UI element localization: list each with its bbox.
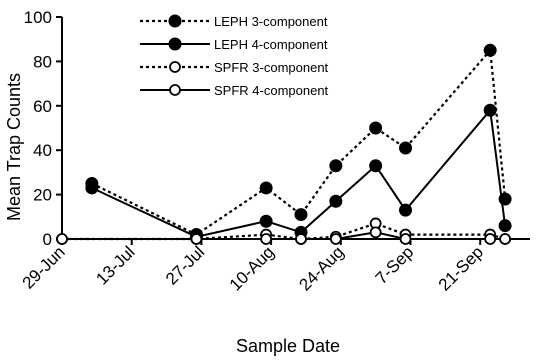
data-point [483, 103, 497, 117]
data-point [369, 121, 383, 135]
legend-marker [169, 84, 181, 96]
x-tick-label: 29-Jun [19, 242, 69, 292]
data-point [399, 203, 413, 217]
chart-legend: LEPH 3-component LEPH 4-component SPFR 3-c… [140, 14, 329, 98]
legend-item-1: LEPH 3-component [140, 14, 328, 29]
y-tick-label: 20 [33, 186, 52, 205]
data-point [190, 233, 203, 245]
data-point [260, 233, 273, 245]
y-axis-title: Mean Trap Counts [4, 73, 24, 221]
series-2 [85, 103, 512, 244]
y-tick-label: 100 [24, 8, 52, 27]
x-tick-label: 24-Aug [295, 242, 347, 294]
legend-marker [168, 37, 182, 51]
legend-label: SPFR 3-component [214, 60, 329, 75]
series-line [62, 222, 506, 241]
data-point [499, 233, 512, 245]
data-point [329, 233, 342, 245]
x-tick-label: 27-Jul [162, 242, 208, 288]
series-4 [56, 226, 512, 245]
x-tick-label: 21-Sep [435, 242, 487, 294]
data-point [369, 226, 382, 239]
data-point [498, 219, 512, 233]
legend-item-4: SPFR 4-component [140, 83, 329, 98]
legend-label: LEPH 3-component [214, 14, 328, 29]
data-point [295, 233, 307, 245]
data-point [259, 214, 273, 228]
data-point [259, 181, 273, 195]
data-point [399, 141, 413, 155]
legend-item-3: SPFR 3-component [140, 60, 329, 75]
legend-marker [168, 14, 182, 28]
x-axis-title: Sample Date [236, 336, 340, 356]
data-point [329, 194, 343, 208]
x-tick-label: 7-Sep [372, 242, 418, 288]
y-tick-label: 40 [33, 141, 52, 160]
data-point [483, 43, 497, 57]
y-tick-label: 80 [33, 52, 52, 71]
x-tick-label: 13-Jul [92, 242, 138, 288]
data-point [85, 181, 99, 195]
data-point [294, 208, 308, 222]
data-point [329, 159, 343, 173]
series-3 [56, 217, 512, 245]
x-tick-label: 10-Aug [226, 242, 278, 294]
data-point [369, 159, 383, 173]
legend-marker [169, 61, 181, 73]
legend-label: LEPH 4-component [214, 37, 328, 52]
y-tick-label: 0 [43, 230, 52, 249]
data-point [484, 233, 497, 245]
data-point [56, 233, 68, 245]
legend-item-2: LEPH 4-component [140, 37, 328, 52]
data-point [399, 233, 412, 245]
series-line [91, 47, 507, 236]
chart-series [56, 43, 512, 245]
legend-label: SPFR 4-component [214, 83, 329, 98]
y-tick-label: 60 [33, 97, 52, 116]
